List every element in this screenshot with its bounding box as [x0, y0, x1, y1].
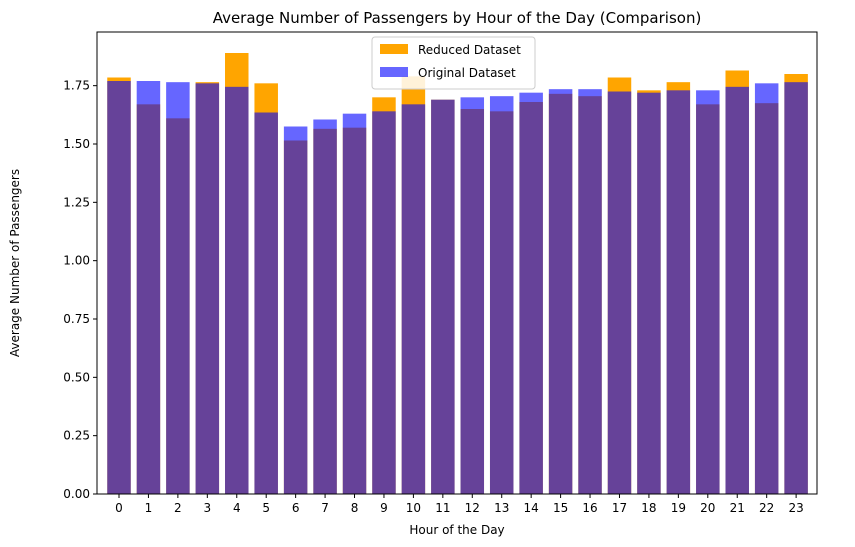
x-tick-label: 13 — [494, 501, 509, 515]
bar-original-20 — [696, 90, 720, 494]
x-tick-label: 18 — [641, 501, 656, 515]
x-tick-label: 21 — [730, 501, 745, 515]
x-tick-label: 15 — [553, 501, 568, 515]
bar-original-11 — [431, 99, 455, 495]
bar-original-17 — [607, 91, 632, 494]
x-tick-label: 4 — [233, 501, 241, 515]
y-axis-ticks: 0.00 0.25 0.50 0.75 1.00 1.25 1.50 1.75 — [63, 79, 97, 501]
bar-original-18 — [637, 92, 661, 495]
x-tick-label: 11 — [435, 501, 450, 515]
bar-original-10 — [401, 104, 426, 494]
y-tick-label: 1.75 — [63, 79, 90, 93]
bar-original-7 — [313, 119, 337, 494]
y-tick-label: 1.25 — [63, 195, 90, 209]
legend-swatch-original — [380, 67, 408, 77]
bar-original-22 — [754, 83, 779, 494]
x-tick-label: 19 — [671, 501, 686, 515]
bar-original-3 — [195, 83, 220, 494]
bar-original-5 — [254, 112, 278, 494]
y-tick-label: 0.75 — [63, 312, 90, 326]
bar-original-21 — [725, 86, 749, 494]
bar-original-6 — [283, 126, 308, 494]
x-tick-label: 3 — [203, 501, 211, 515]
x-tick-label: 20 — [700, 501, 715, 515]
x-tick-label: 7 — [321, 501, 329, 515]
bar-original-9 — [372, 111, 396, 494]
bars-group — [107, 53, 808, 495]
bar-original-14 — [519, 92, 543, 495]
legend: Reduced Dataset Original Dataset — [371, 36, 536, 90]
x-tick-label: 5 — [262, 501, 270, 515]
legend-label-original: Original Dataset — [418, 66, 516, 80]
legend-frame — [371, 36, 536, 90]
x-tick-label: 1 — [145, 501, 153, 515]
chart-title: Average Number of Passengers by Hour of … — [213, 9, 702, 27]
bar-original-13 — [489, 96, 514, 495]
x-tick-label: 23 — [788, 501, 803, 515]
x-tick-label: 6 — [292, 501, 300, 515]
x-tick-label: 16 — [582, 501, 597, 515]
x-tick-label: 2 — [174, 501, 182, 515]
plot-area-frame — [96, 31, 818, 495]
bar-original-0 — [107, 81, 131, 494]
x-tick-label: 8 — [351, 501, 359, 515]
x-tick-label: 10 — [406, 501, 421, 515]
y-tick-label: 0.25 — [63, 429, 90, 443]
bar-original-16 — [578, 89, 602, 495]
x-tick-label: 14 — [524, 501, 539, 515]
bar-original-15 — [548, 89, 573, 495]
x-axis-label: Hour of the Day — [409, 523, 504, 537]
y-tick-label: 0.00 — [63, 487, 90, 501]
x-tick-label: 0 — [115, 501, 123, 515]
bar-original-1 — [136, 81, 161, 494]
bar-original-12 — [460, 97, 485, 494]
x-tick-label: 22 — [759, 501, 774, 515]
bar-original-19 — [666, 90, 691, 494]
y-tick-label: 1.50 — [63, 137, 90, 151]
bar-original-8 — [342, 113, 367, 495]
legend-swatch-reduced — [380, 44, 408, 54]
x-tick-label: 9 — [380, 501, 388, 515]
legend-label-reduced: Reduced Dataset — [418, 43, 521, 57]
y-axis-label: Average Number of Passengers — [8, 169, 22, 357]
bar-original-4 — [225, 86, 249, 494]
bar-original-23 — [784, 82, 808, 495]
bar-original-2 — [166, 82, 190, 495]
x-axis-ticks: 0 1 2 3 4 5 6 7 8 9 10 11 12 13 14 15 16 17 18 19 20 21 22 23 — [115, 494, 804, 515]
y-tick-label: 0.50 — [63, 370, 90, 384]
x-tick-label: 17 — [612, 501, 627, 515]
y-tick-label: 1.00 — [63, 254, 90, 268]
x-tick-label: 12 — [465, 501, 480, 515]
